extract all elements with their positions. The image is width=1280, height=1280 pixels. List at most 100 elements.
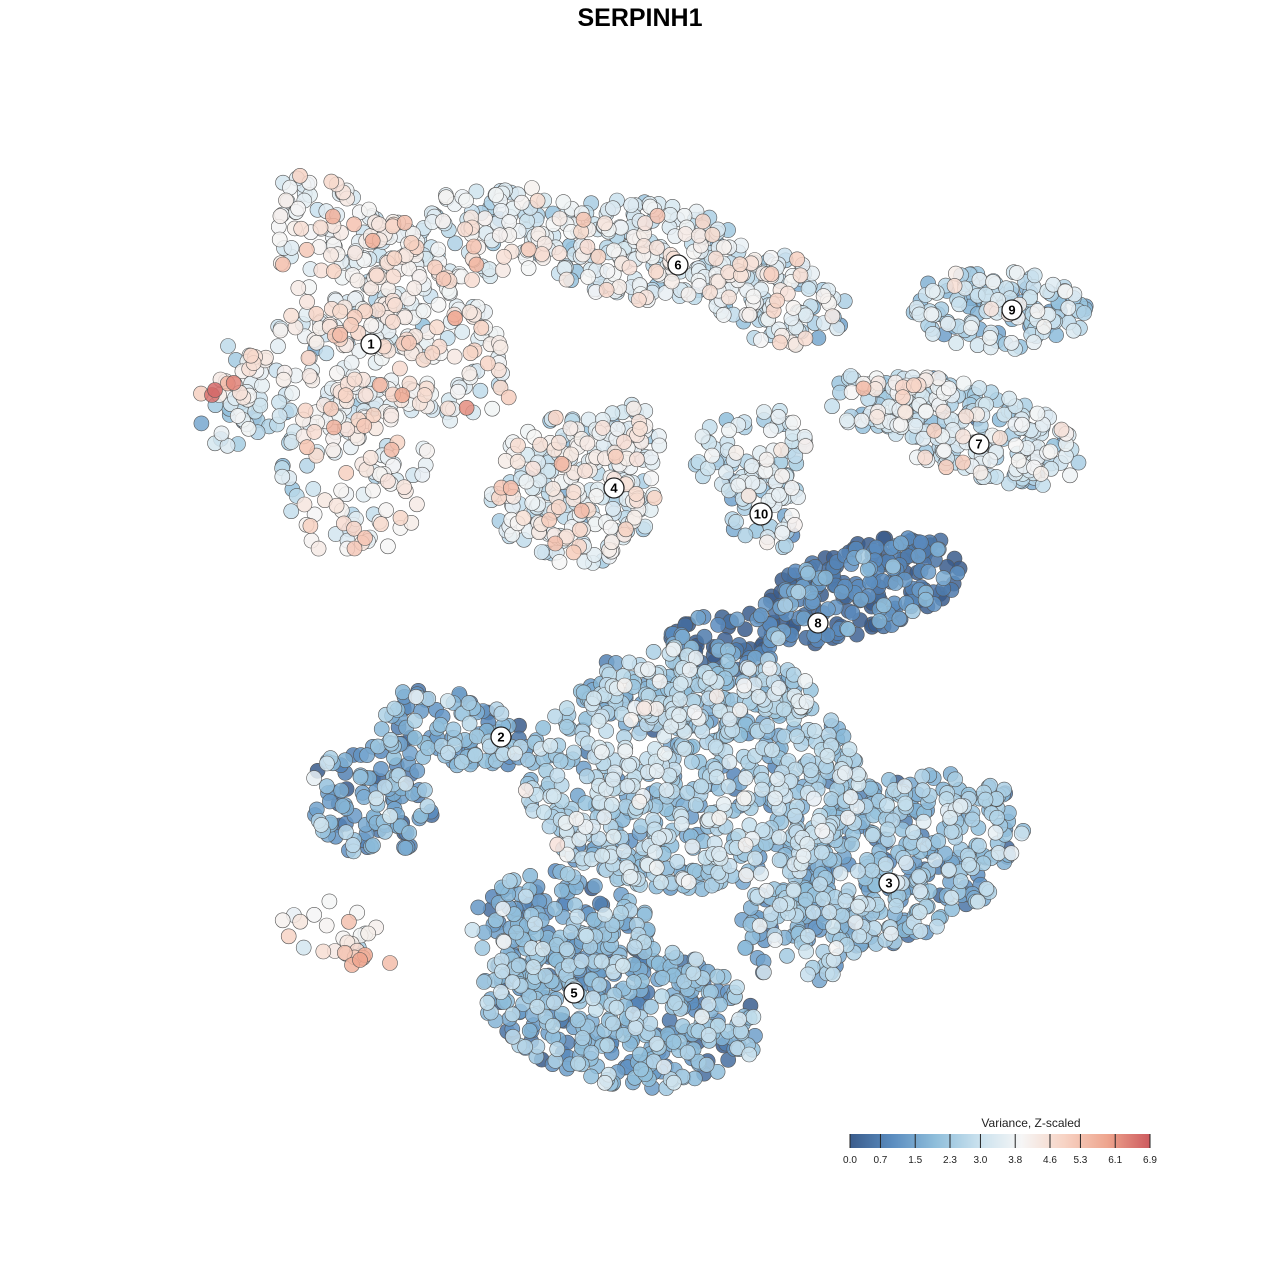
colorbar-tick-label: 5.3 xyxy=(1073,1155,1087,1166)
cluster-label-text: 2 xyxy=(497,730,504,745)
cell-point xyxy=(631,793,648,810)
cell-point xyxy=(915,813,932,830)
cell-point xyxy=(648,859,665,876)
cell-point xyxy=(751,917,768,934)
cell-point xyxy=(632,1046,648,1063)
cell-point xyxy=(240,420,257,437)
cell-point xyxy=(653,988,670,1005)
cell-point xyxy=(594,847,611,864)
cell-point xyxy=(853,412,870,429)
cell-point xyxy=(935,570,952,586)
cell-point xyxy=(775,701,792,718)
cell-point xyxy=(542,737,559,754)
cell-point xyxy=(862,574,878,591)
cell-point xyxy=(290,280,307,296)
cell-point xyxy=(711,810,728,826)
cell-point xyxy=(462,345,479,362)
cell-point xyxy=(596,809,613,826)
cell-point xyxy=(693,778,709,795)
cell-point xyxy=(1029,405,1046,422)
cell-point xyxy=(507,745,523,762)
cell-point xyxy=(964,811,981,828)
cell-point xyxy=(747,850,763,867)
cell-point xyxy=(415,303,432,320)
cell-point xyxy=(504,974,521,991)
cell-point xyxy=(669,853,686,870)
cell-point xyxy=(458,399,475,416)
colorbar-tick-label: 3.8 xyxy=(1008,1155,1022,1166)
cell-point xyxy=(396,215,413,231)
cell-point xyxy=(520,241,537,258)
cell-point xyxy=(728,513,744,530)
cell-point xyxy=(275,256,291,273)
cell-point xyxy=(851,928,868,944)
cell-point xyxy=(642,1015,659,1032)
cell-point xyxy=(357,530,373,546)
cell-point xyxy=(329,365,345,382)
cluster-label-text: 7 xyxy=(975,437,982,452)
cell-point xyxy=(894,389,911,406)
cell-point xyxy=(360,925,377,942)
cell-point xyxy=(924,325,941,342)
cell-point xyxy=(318,917,335,934)
cell-point xyxy=(756,404,772,420)
cell-point xyxy=(280,928,297,945)
cell-point xyxy=(972,464,989,481)
cell-point xyxy=(800,928,816,944)
cell-point xyxy=(719,653,736,670)
cell-point xyxy=(649,208,666,224)
cell-point xyxy=(502,480,519,496)
cell-point xyxy=(524,495,541,511)
cell-point xyxy=(905,377,922,394)
cell-point xyxy=(349,272,366,289)
cell-point xyxy=(815,891,831,907)
cell-point xyxy=(891,610,908,627)
cell-point xyxy=(763,266,780,282)
cell-point xyxy=(324,208,341,225)
colorbar-tick-label: 0.0 xyxy=(843,1155,857,1166)
cell-point xyxy=(549,836,566,853)
cell-point xyxy=(767,790,783,807)
cell-point xyxy=(665,1034,682,1050)
cell-point xyxy=(708,688,725,705)
cell-point xyxy=(665,641,682,658)
cell-point xyxy=(575,211,592,228)
cell-point xyxy=(397,775,414,792)
cell-point xyxy=(334,798,351,814)
colorbar-legend: Variance, Z-scaled 0.0 0.7 1.5 2.3 3.0 3.8 4.6… xyxy=(843,1116,1157,1166)
cell-point xyxy=(651,830,667,847)
cell-point xyxy=(416,387,433,403)
cell-point xyxy=(904,603,921,620)
cell-point xyxy=(736,790,752,807)
cell-point xyxy=(298,242,315,258)
cell-point xyxy=(769,771,786,788)
cell-point xyxy=(687,797,704,813)
cell-point xyxy=(625,400,642,417)
cell-point xyxy=(599,1037,616,1054)
cell-point xyxy=(419,798,436,815)
cell-point xyxy=(313,817,330,833)
cell-point xyxy=(377,823,393,840)
cell-point xyxy=(920,563,937,580)
cell-point xyxy=(982,452,999,468)
cell-point xyxy=(898,855,915,871)
cell-point xyxy=(382,731,399,748)
cell-point xyxy=(680,286,697,303)
cell-point xyxy=(676,741,693,757)
cell-point xyxy=(300,350,317,366)
cell-point xyxy=(517,1039,533,1055)
cell-point xyxy=(520,260,537,277)
cell-point xyxy=(859,561,876,578)
cell-point xyxy=(820,601,836,618)
cell-point xyxy=(797,438,814,454)
cell-point xyxy=(798,694,815,710)
cell-point xyxy=(529,193,546,209)
cell-point xyxy=(824,398,840,415)
cell-point xyxy=(532,436,549,453)
cell-point xyxy=(577,795,594,811)
cell-point xyxy=(522,867,539,884)
colorbar-tick-label: 0.7 xyxy=(873,1155,887,1166)
cell-point xyxy=(458,192,474,209)
cell-point xyxy=(364,233,381,249)
cell-point xyxy=(912,923,929,939)
